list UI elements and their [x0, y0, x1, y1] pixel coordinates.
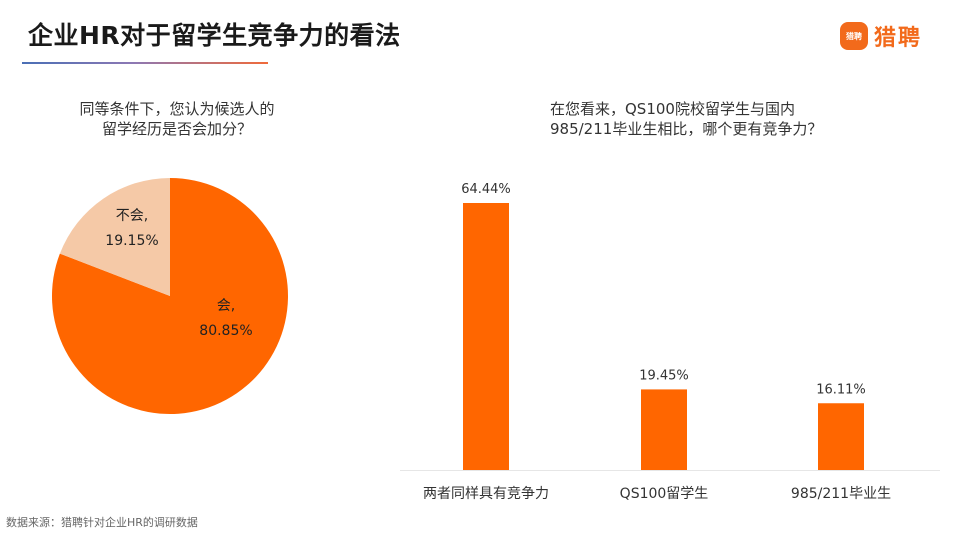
pie-chart: 会, 80.85% 不会, 19.15%: [51, 178, 288, 414]
logo-badge-icon: 猎聘: [840, 22, 868, 50]
pie-question-line: 同等条件下，您认为候选人的: [79, 100, 275, 118]
pie-question: 同等条件下，您认为候选人的 留学经历是否会加分？: [52, 99, 302, 139]
bar: [463, 203, 509, 470]
bar: [818, 403, 864, 470]
pie-slice-value-label: 80.85%: [199, 323, 252, 339]
logo-text: 猎聘: [874, 26, 923, 51]
bar-category-label: 两者同样具有竞争力: [423, 485, 549, 502]
bar-category-label: QS100留学生: [620, 486, 709, 502]
title-underline: [22, 62, 268, 64]
bar-question-line: 985/211毕业生相比，哪个更有竞争力？: [550, 120, 823, 138]
bar-chart: 64.44% 两者同样具有竞争力 19.45% QS100留学生 16.11% 985/2…: [400, 182, 940, 502]
liepin-logo: 猎聘 猎聘: [840, 20, 922, 52]
data-source-note: 数据来源：猎聘针对企业HR的调研数据: [6, 516, 198, 529]
page-title: 企业HR对于留学生竞争力的看法: [28, 21, 401, 50]
pie-slice: [51, 178, 288, 414]
bar-category-label: 985/211毕业生: [791, 486, 891, 502]
bar-value-label: 16.11%: [816, 382, 866, 397]
pie-slice-label: 会,: [217, 298, 235, 314]
bar: [641, 389, 687, 470]
bar-question: 在您看来，QS100院校留学生与国内 985/211毕业生相比，哪个更有竞争力？: [550, 99, 870, 139]
pie-question-line: 留学经历是否会加分？: [101, 120, 252, 138]
pie-slice-label: 不会,: [116, 208, 148, 224]
bar-question-line: 在您看来，QS100院校留学生与国内: [550, 100, 795, 118]
bar-value-label: 19.45%: [639, 368, 689, 383]
pie-slice-value-label: 19.15%: [105, 233, 158, 249]
pie-slice: [59, 178, 170, 296]
bar-value-label: 64.44%: [461, 182, 511, 197]
